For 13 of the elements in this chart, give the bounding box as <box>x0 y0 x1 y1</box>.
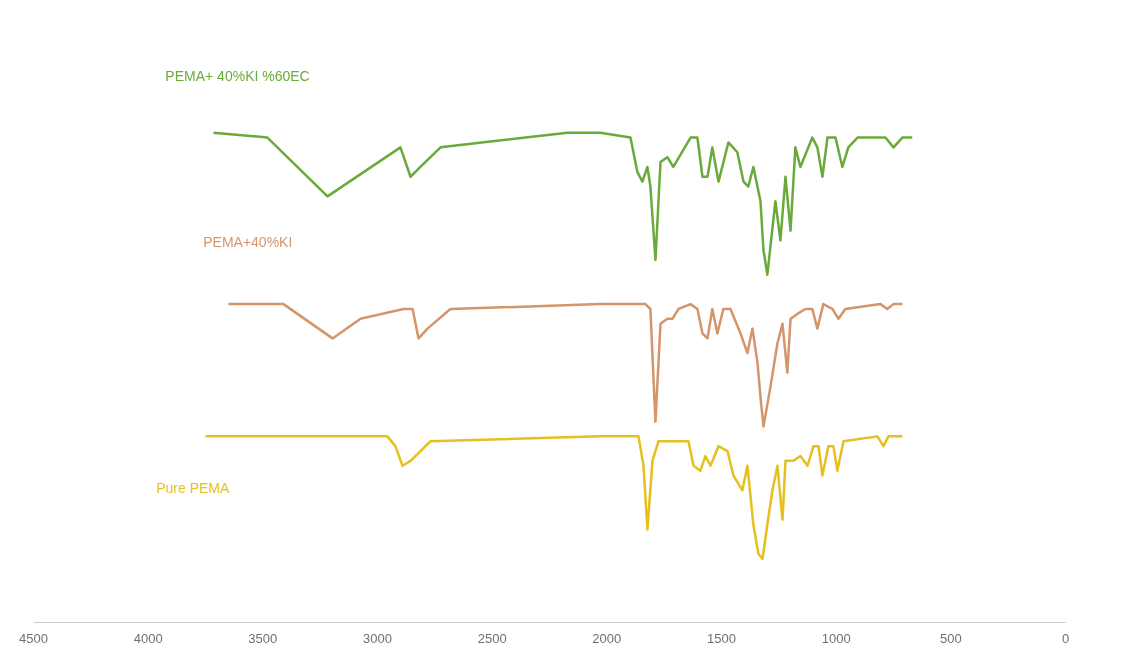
x-tick-label: 1000 <box>821 630 851 646</box>
text: Pure PEMA <box>156 480 230 497</box>
x-tick-label: 2000 <box>592 630 622 646</box>
x-tick-label: 0 <box>1061 630 1070 646</box>
x-tick-label: 3500 <box>248 630 278 646</box>
x-tick-label: 1500 <box>707 630 736 646</box>
x-tick-label: 500 <box>939 630 962 646</box>
text: PEMA+ 40%KI %60EC <box>165 67 310 84</box>
x-tick-label: 4000 <box>133 630 163 646</box>
x-tick-label: 2500 <box>477 630 507 646</box>
x-tick-label: 3000 <box>363 630 392 646</box>
x-tick-label: 4500 <box>19 630 48 646</box>
text: PEMA+40%KI <box>203 234 293 251</box>
